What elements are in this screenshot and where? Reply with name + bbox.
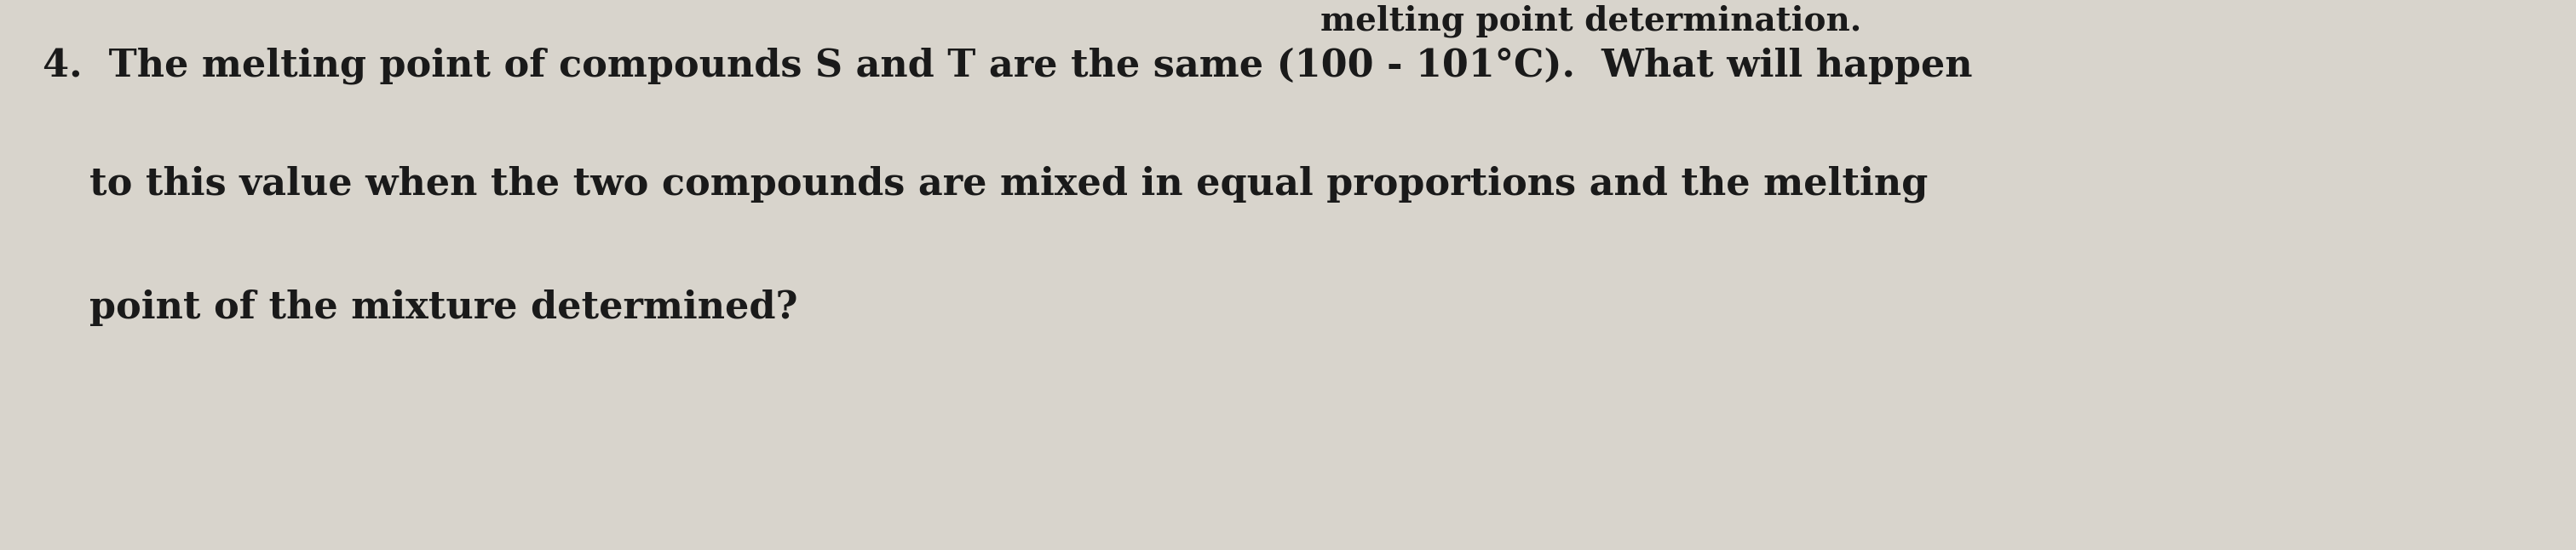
Text: to this value when the two compounds are mixed in equal proportions and the melt: to this value when the two compounds are… [90, 166, 1927, 203]
Text: 4.  The melting point of compounds S and T are the same (100 - 101°C).  What wil: 4. The melting point of compounds S and … [44, 47, 1973, 84]
Text: melting point determination.: melting point determination. [1321, 4, 1862, 37]
Text: point of the mixture determined?: point of the mixture determined? [90, 289, 799, 326]
